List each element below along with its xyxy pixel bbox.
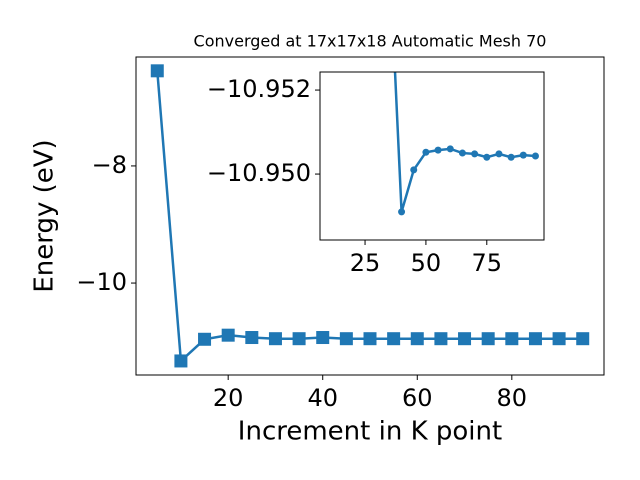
x-axis-label: Increment in K point [238, 417, 502, 447]
x-tick-label: 40 [307, 384, 338, 412]
data-point [268, 332, 282, 346]
data-point [292, 332, 306, 346]
data-point [398, 208, 406, 216]
data-point [245, 331, 259, 345]
y-tick-label: −10.950 [207, 159, 311, 187]
x-tick-label: 80 [497, 384, 528, 412]
data-point [576, 332, 590, 346]
series [393, 72, 539, 216]
data-point [528, 332, 542, 346]
data-point [471, 150, 479, 158]
data-point [434, 146, 442, 154]
data-point [446, 145, 454, 153]
data-point [458, 332, 472, 346]
x-tick-label: 25 [350, 249, 381, 277]
data-point [481, 332, 495, 346]
data-point [150, 64, 164, 78]
data-point [387, 332, 401, 346]
data-point [339, 332, 353, 346]
data-point [174, 354, 188, 368]
data-point [552, 332, 566, 346]
data-point [363, 332, 377, 346]
x-tick-label: 60 [402, 384, 433, 412]
y-tick-label: −10.952 [207, 75, 311, 103]
x-tick-label: 75 [472, 249, 503, 277]
data-point [422, 148, 430, 156]
data-point [507, 153, 515, 161]
series [150, 64, 590, 368]
data-point [458, 149, 466, 157]
data-point [221, 328, 235, 342]
axes-frame [135, 56, 605, 376]
data-point [495, 150, 503, 158]
data-point [198, 332, 212, 346]
axes-frame [319, 71, 545, 241]
data-point [410, 332, 424, 346]
data-point [519, 151, 527, 159]
chart-title: Converged at 17x17x18 Automatic Mesh 70 [194, 32, 547, 51]
data-point [505, 332, 519, 346]
y-tick-label: −10 [76, 268, 127, 296]
data-point [434, 332, 448, 346]
y-tick-label: −8 [92, 151, 127, 179]
x-tick-label: 20 [213, 384, 244, 412]
data-point [531, 152, 539, 160]
y-axis-label: Energy (eV) [30, 139, 60, 292]
data-point [483, 153, 491, 161]
data-point [316, 331, 330, 345]
data-point [410, 166, 418, 174]
x-tick-label: 50 [411, 249, 442, 277]
